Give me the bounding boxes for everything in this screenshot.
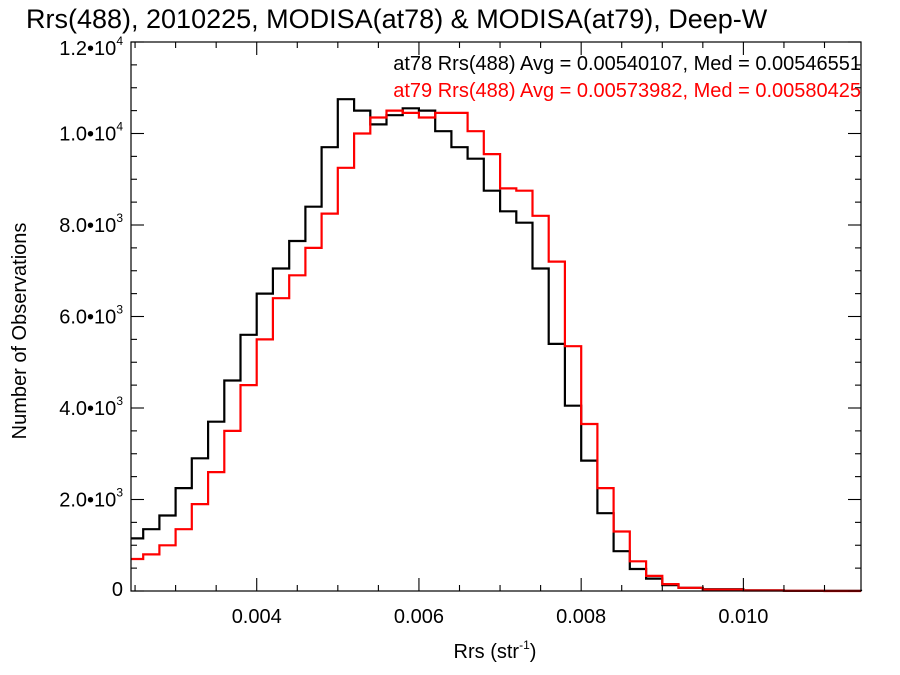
y-tick-label: 2.0•103 — [59, 486, 123, 512]
series-line-at78 — [131, 98, 863, 592]
legend-entry-at78: at78 Rrs(488) Avg = 0.00540107, Med = 0.… — [393, 53, 861, 75]
legend-entry-at79: at79 Rrs(488) Avg = 0.00573982, Med = 0.… — [393, 80, 861, 102]
y-tick-label: 0 — [112, 579, 123, 601]
series-layer — [131, 98, 863, 593]
axes-layer: 0.004 0.006 0.008 0.010 0 2.0•103 4.0•103 6.0•1… — [59, 34, 862, 628]
x-tick-label: 0.008 — [556, 606, 606, 628]
y-tick-label: 6.0•103 — [59, 303, 123, 329]
y-tick-label: 1.2•104 — [59, 34, 123, 60]
plot-frame — [130, 41, 862, 592]
y-axis-label: Number of Observations — [9, 223, 31, 440]
y-tick-label: 1.0•104 — [59, 120, 123, 146]
chart-title: Rrs(488), 2010225, MODISA(at78) & MODISA… — [26, 4, 768, 34]
x-axis-label: Rrs (str-1) — [454, 638, 537, 663]
x-tick-label: 0.004 — [232, 606, 282, 628]
y-tick-label: 4.0•103 — [59, 394, 123, 420]
x-tick-label: 0.006 — [394, 606, 444, 628]
legend: at78 Rrs(488) Avg = 0.00540107, Med = 0.… — [393, 53, 861, 102]
x-tick-label: 0.010 — [718, 606, 768, 628]
y-tick-label: 8.0•103 — [59, 211, 123, 237]
series-line-at79 — [131, 109, 861, 593]
